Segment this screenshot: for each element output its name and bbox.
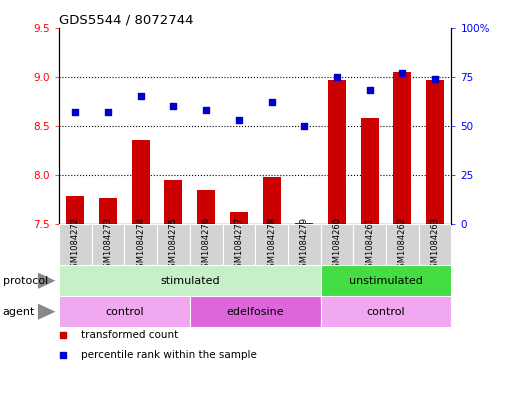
Text: percentile rank within the sample: percentile rank within the sample	[81, 349, 256, 360]
Text: GSM1084262: GSM1084262	[398, 217, 407, 273]
Bar	[353, 224, 386, 265]
Bar	[197, 190, 215, 224]
Bar	[321, 224, 353, 265]
Text: GSM1084278: GSM1084278	[267, 217, 276, 273]
Bar	[263, 177, 281, 224]
Point	[71, 109, 80, 115]
Bar	[157, 224, 190, 265]
Point	[267, 99, 275, 105]
Bar	[328, 79, 346, 224]
Text: GSM1084263: GSM1084263	[430, 217, 440, 273]
Bar	[386, 224, 419, 265]
Bar	[288, 224, 321, 265]
Point	[235, 117, 243, 123]
Point	[300, 123, 308, 129]
Text: GSM1084279: GSM1084279	[300, 217, 309, 273]
Text: GSM1084276: GSM1084276	[202, 217, 211, 273]
Bar	[321, 265, 451, 296]
Bar	[99, 198, 117, 224]
Text: edelfosine: edelfosine	[226, 307, 284, 317]
Bar	[295, 223, 313, 224]
Text: GSM1084272: GSM1084272	[71, 217, 80, 273]
Text: unstimulated: unstimulated	[349, 276, 423, 286]
Point	[431, 75, 439, 82]
Bar	[59, 296, 190, 327]
Bar	[361, 118, 379, 224]
Text: GSM1084261: GSM1084261	[365, 217, 374, 273]
Bar	[66, 196, 84, 224]
Bar	[223, 224, 255, 265]
Bar	[230, 212, 248, 224]
Text: protocol: protocol	[3, 276, 48, 286]
Bar	[59, 224, 92, 265]
Bar	[59, 265, 321, 296]
Bar	[92, 224, 125, 265]
Point	[366, 87, 374, 94]
Text: GSM1084273: GSM1084273	[104, 217, 112, 273]
Bar	[124, 224, 157, 265]
Point	[136, 93, 145, 99]
Bar	[426, 79, 444, 224]
Point	[333, 73, 341, 80]
Point	[398, 70, 406, 76]
Text: GSM1084277: GSM1084277	[234, 217, 243, 273]
Bar	[132, 141, 150, 224]
Text: agent: agent	[3, 307, 35, 317]
Bar	[190, 296, 321, 327]
Text: GDS5544 / 8072744: GDS5544 / 8072744	[59, 13, 193, 26]
Bar	[190, 224, 223, 265]
Text: control: control	[105, 307, 144, 317]
Bar	[393, 72, 411, 224]
Point	[104, 109, 112, 115]
Text: GSM1084274: GSM1084274	[136, 217, 145, 273]
Text: GSM1084275: GSM1084275	[169, 217, 178, 273]
Text: transformed count: transformed count	[81, 330, 178, 340]
Bar	[321, 296, 451, 327]
Point	[202, 107, 210, 113]
Bar	[255, 224, 288, 265]
Text: control: control	[367, 307, 405, 317]
Polygon shape	[38, 273, 55, 289]
Bar	[165, 180, 183, 224]
Bar	[419, 224, 451, 265]
Point	[169, 103, 177, 109]
Polygon shape	[38, 303, 55, 320]
Text: GSM1084260: GSM1084260	[332, 217, 342, 273]
Text: stimulated: stimulated	[160, 276, 220, 286]
